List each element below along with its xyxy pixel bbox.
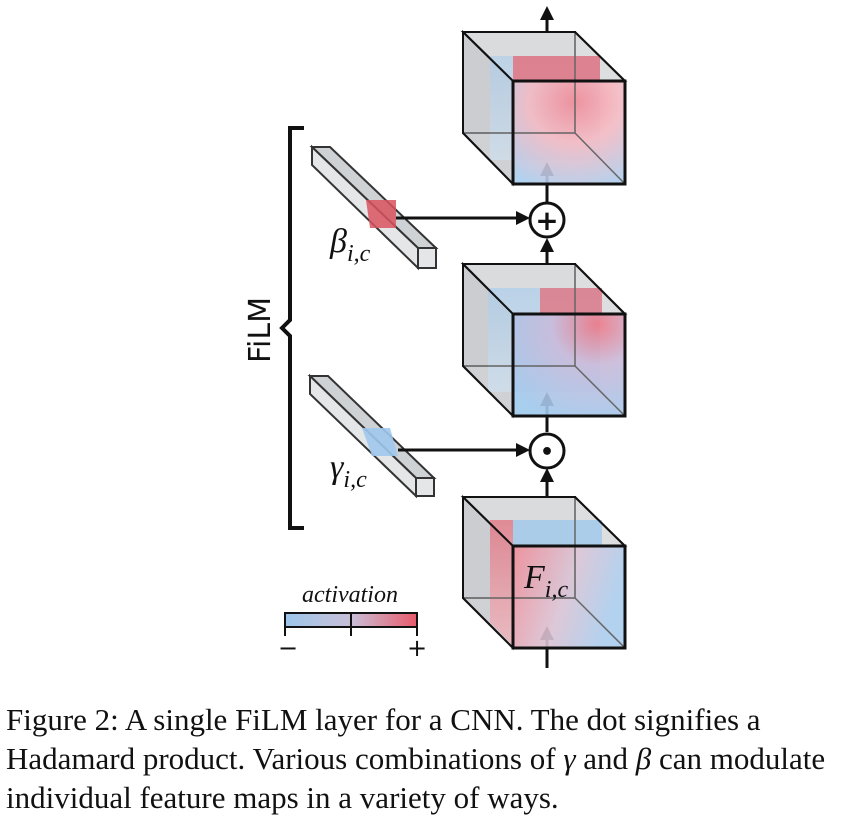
svg-text:•: • xyxy=(540,440,554,465)
gamma-label: γi,c xyxy=(330,449,367,493)
input-feature-map-cube: Fi,c xyxy=(460,494,628,651)
caption-suffix: can modulate individual feature maps in … xyxy=(6,741,826,815)
legend-min-label: − xyxy=(278,634,298,662)
output-feature-map-cube xyxy=(460,29,628,187)
modulated-feature-map-cube xyxy=(460,261,628,419)
caption-gamma: γ xyxy=(563,741,576,776)
figure-caption: Figure 2: A single FiLM layer for a CNN.… xyxy=(6,700,864,817)
film-bracket: FiLM xyxy=(243,126,304,530)
svg-text:+: + xyxy=(535,204,558,237)
feature-label: Fi,c xyxy=(523,559,568,603)
film-diagram: Fi,c + • βi,c γi,c FiLM activation xyxy=(243,6,628,668)
activation-legend: activation − + xyxy=(278,582,427,662)
caption-prefix: Figure 2: A single FiLM layer for a CNN.… xyxy=(6,702,761,776)
add-operator: + xyxy=(528,201,566,239)
legend-max-label: + xyxy=(407,634,427,662)
gamma-vector: γi,c xyxy=(307,373,530,499)
caption-middle: and xyxy=(575,741,636,776)
beta-vector: βi,c xyxy=(309,144,530,271)
hadamard-operator: • xyxy=(528,432,566,470)
beta-label: βi,c xyxy=(329,223,371,267)
legend-title: activation xyxy=(302,582,398,608)
caption-beta: β xyxy=(635,741,652,776)
film-label: FiLM xyxy=(243,297,278,363)
